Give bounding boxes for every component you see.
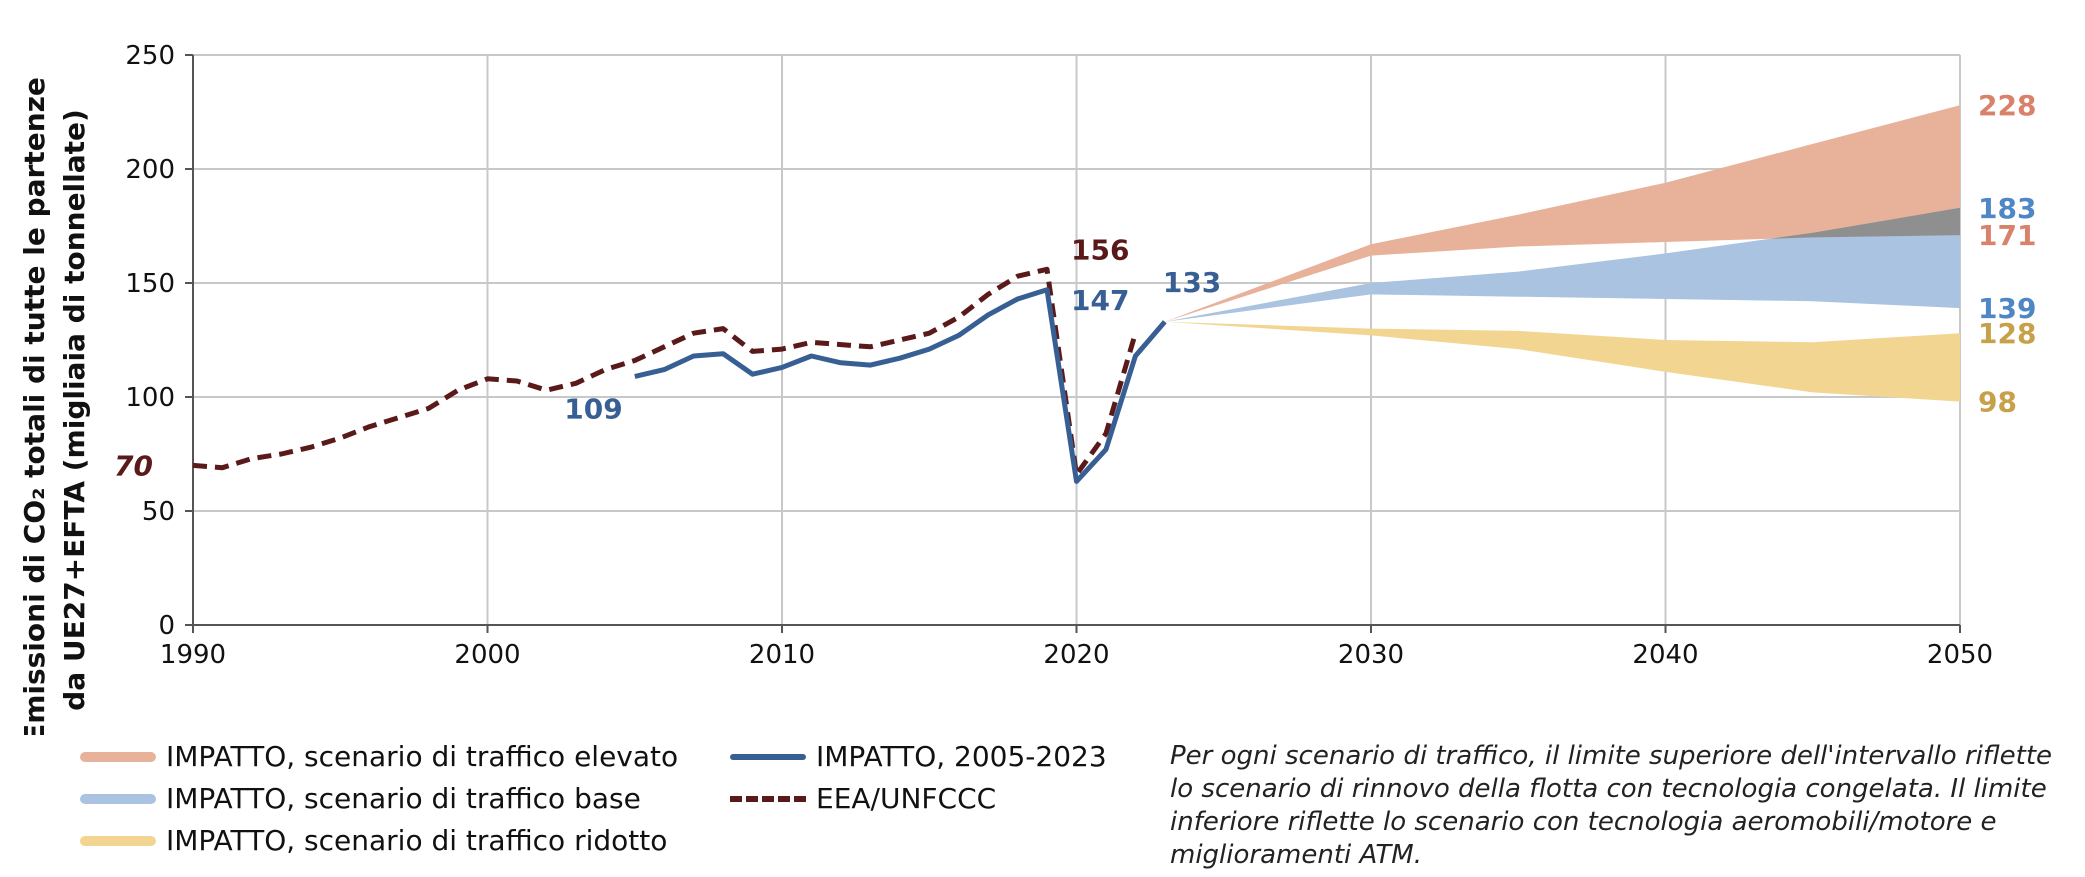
end-label-128: 128 [1978, 317, 2036, 350]
y-tick-label-100: 100 [125, 383, 175, 413]
value-label-70: 70 [114, 449, 153, 482]
scenario-areas [1164, 105, 1960, 402]
end-label-183: 183 [1978, 192, 2036, 225]
legend-label-high: IMPATTO, scenario di traffico elevato [166, 740, 679, 773]
series-lines [192, 266, 1167, 484]
grid-lines [193, 54, 1961, 625]
value-label-147: 147 [1071, 284, 1129, 317]
legend-swatch-eea [730, 795, 806, 802]
value-label-156: 156 [1071, 233, 1129, 266]
legend-item-impact: IMPATTO, 2005-2023 [730, 740, 1107, 773]
x-tick-label-1990: 1990 [160, 640, 226, 670]
value-label-133: 133 [1163, 266, 1221, 299]
legend-swatch-base [80, 793, 156, 804]
legend-label-base: IMPATTO, scenario di traffico base [166, 782, 641, 815]
y-tick-label-250: 250 [125, 41, 175, 71]
legend-swatch-low [80, 835, 156, 846]
area-base [1164, 207, 1960, 322]
legend-item-low: IMPATTO, scenario di traffico ridotto [80, 824, 667, 857]
eea-unfccc-line [192, 266, 1138, 477]
legend-label-impact: IMPATTO, 2005-2023 [816, 740, 1107, 773]
legend-label-low: IMPATTO, scenario di traffico ridotto [166, 824, 668, 857]
value-label-109: 109 [564, 392, 622, 425]
impact-line [634, 287, 1167, 484]
area-overlap [1770, 207, 1960, 239]
legend-swatch-high [80, 751, 156, 762]
legend-item-base: IMPATTO, scenario di traffico base [80, 782, 641, 815]
legend: IMPATTO, scenario di traffico elevato IM… [80, 740, 1170, 870]
y-tick-label-0: 0 [158, 611, 175, 641]
footnote: Per ogni scenario di traffico, il limite… [1170, 741, 2053, 870]
end-label-171: 171 [1978, 219, 2036, 252]
y-axis-title-line-1: Emissioni di CO₂ totali di tutte le part… [18, 77, 51, 735]
x-tick-label-2020: 2020 [1043, 640, 1109, 670]
x-tick-label-2050: 2050 [1927, 640, 1993, 670]
x-tick-label-2000: 2000 [454, 640, 520, 670]
y-tick-label-150: 150 [125, 269, 175, 299]
area-high [1164, 105, 1960, 322]
emissions-chart: 0 50 100 150 200 250 1990 2000 2010 2020 2030 2040 2… [18, 41, 2036, 735]
area-low [1164, 321, 1960, 402]
y-axis-title-line-2: da UE27+EFTA (migliaia di tonnellate) [58, 109, 91, 711]
x-tick-label-2030: 2030 [1338, 640, 1404, 670]
end-label-98: 98 [1978, 386, 2017, 419]
x-tick-label-2010: 2010 [749, 640, 815, 670]
legend-item-eea: EEA/UNFCCC [730, 782, 996, 815]
end-label-139: 139 [1978, 292, 2036, 325]
axes: 0 50 100 150 200 250 1990 2000 2010 2020 2030 2040 2… [125, 41, 1993, 670]
y-tick-label-200: 200 [125, 155, 175, 185]
legend-swatch-impact [730, 753, 806, 760]
legend-label-eea: EEA/UNFCCC [816, 782, 997, 815]
end-label-228: 228 [1978, 89, 2036, 122]
x-tick-label-2040: 2040 [1632, 640, 1698, 670]
y-tick-label-50: 50 [142, 497, 175, 527]
legend-item-high: IMPATTO, scenario di traffico elevato [80, 740, 678, 773]
